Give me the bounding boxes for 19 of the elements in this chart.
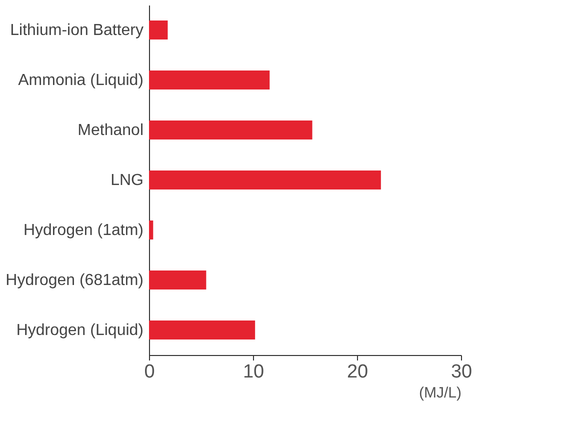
x-tick-label: 20 xyxy=(346,362,368,382)
bar xyxy=(149,320,256,340)
bar xyxy=(149,20,168,40)
y-tick-label: Methanol xyxy=(78,122,144,139)
x-tick-label: 0 xyxy=(144,362,155,382)
y-tick-label: Hydrogen (Liquid) xyxy=(16,322,144,339)
x-tick-label: 10 xyxy=(242,362,264,382)
bar xyxy=(149,220,154,240)
bar xyxy=(149,270,206,290)
y-tick-label: LNG xyxy=(110,172,144,189)
x-tick-label: 30 xyxy=(450,362,472,382)
y-tick-label: Hydrogen (681atm) xyxy=(6,272,144,289)
y-tick-label: Ammonia (Liquid) xyxy=(18,72,144,89)
x-axis-title: (MJ/L) xyxy=(419,384,462,402)
y-tick-label: Hydrogen (1atm) xyxy=(23,222,144,239)
bar xyxy=(149,70,270,90)
bar xyxy=(149,170,381,190)
bar xyxy=(149,120,312,140)
y-tick-label: Lithium-ion Battery xyxy=(10,22,144,39)
